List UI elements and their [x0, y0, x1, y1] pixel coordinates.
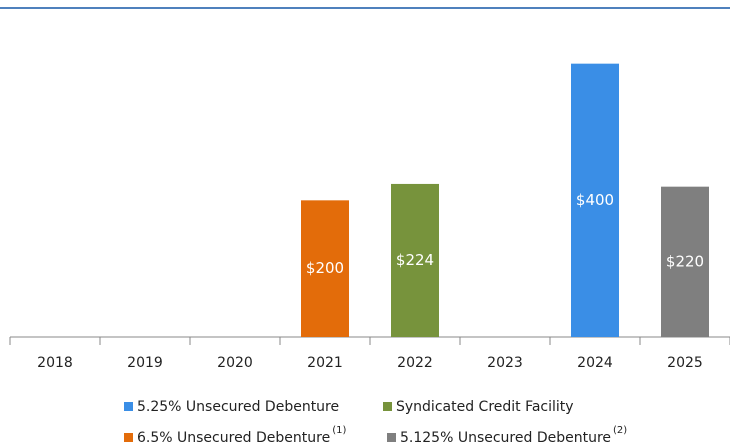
legend-label: 5.25% Unsecured Debenture	[137, 399, 339, 415]
bar	[571, 63, 619, 338]
legend-swatch	[124, 433, 133, 442]
legend-note: (2)	[613, 425, 627, 436]
x-tick-label: 2018	[37, 355, 73, 371]
value-label: $220	[666, 252, 704, 270]
legend-swatch	[387, 433, 396, 442]
value-label: $200	[306, 259, 344, 277]
bar	[391, 183, 439, 337]
legend-label: 5.125% Unsecured Debenture	[400, 430, 611, 446]
x-tick-label: 2021	[307, 355, 343, 371]
legend-label: Syndicated Credit Facility	[396, 399, 574, 415]
legend-note: (1)	[332, 425, 346, 436]
value-label: $400	[576, 191, 614, 209]
x-tick-label: 2019	[127, 355, 163, 371]
x-tick-label: 2020	[217, 355, 253, 371]
x-tick-label: 2023	[487, 355, 523, 371]
legend-swatch	[383, 402, 392, 411]
legend-label: 6.5% Unsecured Debenture	[137, 430, 330, 446]
x-tick-label: 2025	[667, 355, 703, 371]
x-tick-label: 2022	[397, 355, 433, 371]
legend-swatch	[124, 402, 133, 411]
value-label: $224	[396, 251, 434, 269]
x-tick-label: 2024	[577, 355, 613, 371]
bar	[301, 200, 349, 337]
bar	[661, 186, 709, 337]
